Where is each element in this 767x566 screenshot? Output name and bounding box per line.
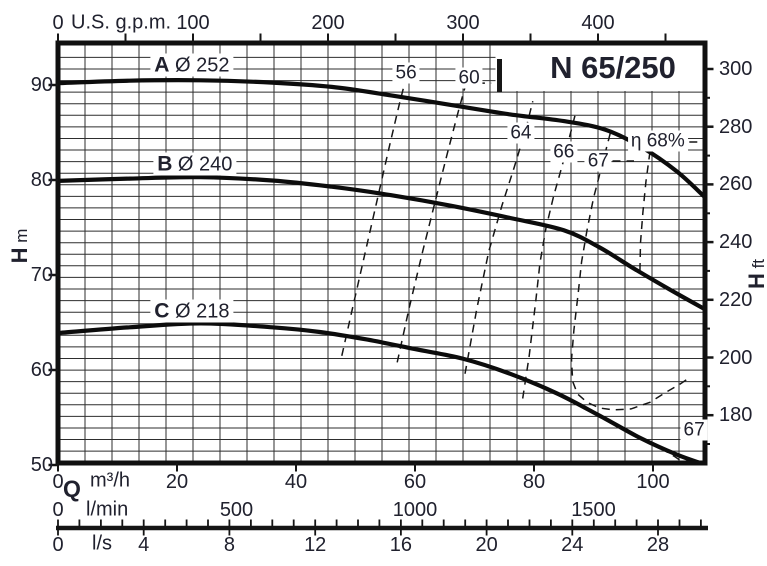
lmin-tick-label: 1500 bbox=[571, 499, 616, 521]
top-axis-tick-label: 0 bbox=[52, 12, 64, 34]
curve-label-A: A Ø 252 bbox=[150, 53, 234, 77]
m3h-tick-label: 60 bbox=[403, 471, 427, 493]
top-axis-unit-label: U.S. g.p.m. bbox=[71, 11, 172, 34]
plot-frame bbox=[55, 40, 708, 466]
efficiency-label: 60 bbox=[455, 67, 483, 89]
right-axis-unit: ft bbox=[749, 258, 767, 269]
top-axis-tick-label: 300 bbox=[446, 12, 480, 34]
flow-axis-quantity-label: Q bbox=[63, 475, 81, 502]
efficiency-contour bbox=[570, 133, 689, 411]
efficiency-label: η 68% bbox=[627, 130, 688, 152]
left-axis-tick-label: 50 bbox=[30, 454, 53, 476]
lmin-tick-label: 1000 bbox=[392, 499, 438, 521]
flow-axis-unit-m3h: m³/h bbox=[90, 469, 130, 492]
efficiency-contour bbox=[639, 151, 651, 273]
efficiency-label: 67 bbox=[584, 150, 612, 172]
efficiency-label: 64 bbox=[507, 122, 535, 144]
ls-tick-label: 8 bbox=[223, 534, 235, 556]
right-axis-tick-label: 180 bbox=[719, 404, 753, 427]
ls-tick-label: 20 bbox=[475, 534, 498, 556]
left-axis-unit: m bbox=[12, 228, 31, 243]
curve-letter: B bbox=[157, 152, 173, 176]
pump-curve-B bbox=[55, 175, 707, 312]
right-axis-quantity: H bbox=[744, 273, 767, 290]
ls-tick-label: 24 bbox=[561, 534, 584, 556]
m3h-tick-label: 0 bbox=[52, 471, 64, 493]
left-axis-tick-label: 70 bbox=[30, 264, 53, 286]
ls-tick-label: 12 bbox=[304, 534, 327, 556]
left-axis-tick-label: 60 bbox=[30, 359, 53, 381]
flow-axis-unit-ls: l/s bbox=[92, 532, 112, 555]
flow-axis-unit-lmin: l/min bbox=[86, 498, 129, 521]
efficiency-contour bbox=[464, 101, 534, 374]
ls-tick-label: 0 bbox=[52, 534, 64, 556]
right-axis-tick-label: 240 bbox=[719, 231, 753, 254]
right-axis-tick-label: 280 bbox=[719, 115, 753, 138]
top-axis-tick-label: 100 bbox=[176, 12, 210, 34]
title-backdrop bbox=[495, 45, 703, 91]
pump-curve-C bbox=[55, 321, 703, 466]
m3h-tick-label: 20 bbox=[165, 471, 189, 493]
left-axis-tick-label: 80 bbox=[30, 169, 53, 191]
title-divider-bar bbox=[497, 59, 502, 92]
m3h-tick-label: 100 bbox=[636, 471, 670, 493]
curve-letter: A bbox=[154, 53, 170, 77]
left-axis-tick-label: 90 bbox=[30, 74, 53, 96]
curve-diameter: Ø 240 bbox=[172, 153, 233, 176]
lmin-tick-label: 500 bbox=[219, 499, 254, 521]
lmin-tick-label: 0 bbox=[52, 499, 64, 521]
curve-label-C: C Ø 218 bbox=[150, 299, 234, 323]
efficiency-label: 66 bbox=[550, 141, 578, 163]
curve-diameter: Ø 218 bbox=[169, 300, 230, 323]
right-axis-tick-label: 220 bbox=[719, 288, 753, 311]
right-axis-tick-label: 300 bbox=[719, 58, 753, 80]
efficiency-label: 56 bbox=[392, 62, 420, 84]
ls-tick-label: 28 bbox=[646, 534, 670, 556]
right-axis-tick-label: 200 bbox=[719, 346, 753, 369]
curve-diameter: Ø 252 bbox=[169, 54, 230, 77]
pump-model-title: N 65/250 bbox=[550, 50, 676, 85]
curve-letter: C bbox=[154, 299, 170, 323]
efficiency-contour bbox=[341, 82, 406, 356]
left-axis-quantity: H bbox=[7, 247, 32, 264]
m3h-tick-label: 40 bbox=[284, 471, 308, 493]
left-axis-title: H m bbox=[7, 229, 33, 264]
efficiency-label: 67 bbox=[680, 419, 708, 441]
right-axis-title: H ft bbox=[744, 259, 767, 289]
m3h-tick-label: 80 bbox=[522, 471, 546, 493]
ls-tick-label: 16 bbox=[389, 534, 413, 556]
top-axis-tick-label: 200 bbox=[311, 12, 345, 34]
top-axis-tick-label: 400 bbox=[581, 12, 615, 34]
curve-label-B: B Ø 240 bbox=[153, 152, 237, 176]
ls-tick-label: 4 bbox=[138, 534, 150, 556]
right-axis-tick-label: 260 bbox=[719, 173, 753, 196]
